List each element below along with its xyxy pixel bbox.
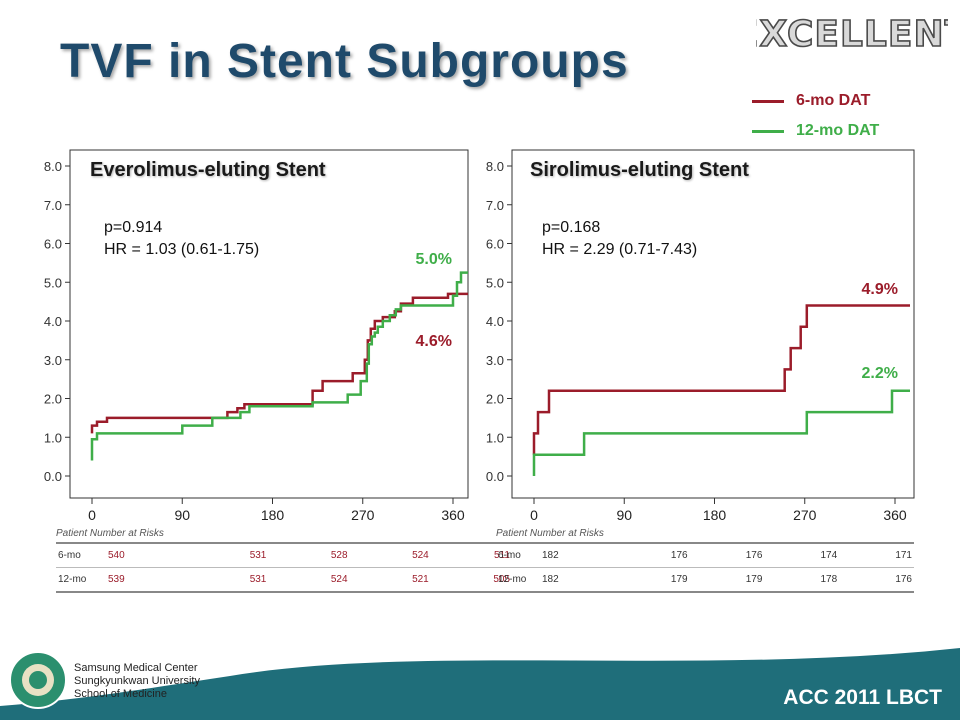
sirolimus-chart: 0.0 1.0 2.0 3.0 4.0 5.0 6.0 7.0 8.0 0 90 180 270 360 S… [462, 146, 932, 526]
university-seal [8, 650, 68, 710]
y-tick-label: 8.0 [44, 159, 62, 174]
y-tick-label: 5.0 [44, 275, 62, 290]
risk-label: 12-mo [498, 574, 527, 585]
x-tick-label: 360 [441, 507, 465, 523]
risk-row-6mo: 6-mo 540 531 528 524 511 [56, 543, 512, 568]
risk-cell: 531 [187, 543, 269, 568]
risk-label: 6-mo [56, 543, 106, 568]
risk-cell: 179 [745, 574, 763, 585]
series-line-12mo [532, 389, 910, 476]
legend-swatch-6mo [752, 99, 784, 103]
legend-swatch-12mo [752, 129, 784, 133]
stat-annotation: HR = 2.29 (0.71-7.43) [542, 241, 697, 258]
footer-wave [0, 636, 960, 706]
x-tick-label: 0 [88, 507, 96, 523]
risk-cell: 182 [542, 574, 559, 585]
y-tick-label: 7.0 [44, 198, 62, 213]
y-tick-label: 1.0 [486, 430, 504, 445]
risk-table-sirolimus: Patient Number at Risks 6-mo 182 176 176… [496, 528, 914, 593]
y-tick-label: 2.0 [44, 392, 62, 407]
risk-cell: 531 [249, 574, 267, 585]
everolimus-chart: 0.0 1.0 2.0 3.0 4.0 5.0 6.0 7.0 8.0 0 90 180 270 360 E… [20, 146, 490, 526]
y-tick-label: 3.0 [486, 353, 504, 368]
risk-cell: 524 [330, 574, 348, 585]
institution-line: Sungkyunkwan University [74, 675, 200, 687]
legend-label-12mo: 12-mo DAT [796, 122, 880, 139]
risk-label: 12-mo [58, 574, 87, 585]
excellent-logo: EXCELLENT [733, 6, 960, 58]
x-tick-label: 0 [530, 507, 538, 523]
risk-cell: 176 [689, 543, 765, 568]
risk-cell: 528 [268, 543, 350, 568]
y-tick-label: 3.0 [44, 353, 62, 368]
risk-cell: 176 [895, 574, 912, 585]
chart-title: Everolimus-eluting Stent [90, 159, 326, 181]
plot-frame [511, 149, 915, 499]
end-value-label: 2.2% [862, 365, 898, 382]
legend-item-12mo: 12-mo DAT [752, 116, 879, 146]
risk-caption: Patient Number at Risks [496, 528, 604, 539]
risk-caption: Patient Number at Risks [56, 528, 164, 539]
x-tick-label: 270 [351, 507, 375, 523]
plot-frame [69, 149, 469, 499]
risk-cell: 176 [614, 543, 690, 568]
chart-legend: 6-mo DAT 12-mo DAT [752, 86, 879, 146]
y-tick-label: 4.0 [486, 314, 504, 329]
risk-cell: 539 [108, 574, 125, 585]
y-tick-label: 1.0 [44, 430, 62, 445]
x-tick-label: 90 [616, 507, 632, 523]
risk-cell: 524 [349, 543, 431, 568]
y-tick-label: 2.0 [486, 392, 504, 407]
risk-cell: 174 [764, 543, 840, 568]
institution-line: Samsung Medical Center [74, 662, 198, 674]
risk-row-12mo: 12-mo 182 179 179 178 176 [496, 568, 914, 593]
end-value-label: 4.9% [862, 281, 898, 298]
x-tick-label: 270 [793, 507, 817, 523]
x-tick-label: 360 [883, 507, 907, 523]
risk-label: 6-mo [496, 543, 540, 568]
risk-table-everolimus: Patient Number at Risks 6-mo 540 531 528… [56, 528, 512, 593]
stat-annotation: p=0.168 [542, 219, 600, 236]
x-tick-label: 180 [703, 507, 727, 523]
legend-label-6mo: 6-mo DAT [796, 92, 871, 109]
y-tick-label: 6.0 [486, 237, 504, 252]
risk-cell: 171 [839, 543, 914, 568]
risk-row-12mo: 12-mo 539 531 524 521 505 [56, 568, 512, 593]
page-title: TVF in Stent Subgroups [60, 35, 629, 88]
everolimus-chart-svg: 0.0 1.0 2.0 3.0 4.0 5.0 6.0 7.0 8.0 0 90 180 270 360 E… [44, 149, 469, 523]
x-tick-label: 90 [174, 507, 190, 523]
stat-annotation: p=0.914 [104, 219, 162, 236]
sirolimus-chart-svg: 0.0 1.0 2.0 3.0 4.0 5.0 6.0 7.0 8.0 0 90 180 270 360 S… [486, 149, 915, 523]
risk-cell: 540 [106, 543, 188, 568]
risk-cell: 521 [412, 574, 429, 585]
y-tick-label: 0.0 [44, 469, 62, 484]
y-tick-label: 5.0 [486, 275, 504, 290]
conference-label: ACC 2011 LBCT [783, 686, 942, 709]
series-line-12mo [90, 271, 468, 461]
legend-item-6mo: 6-mo DAT [752, 86, 879, 116]
y-tick-label: 0.0 [486, 469, 504, 484]
end-value-label: 5.0% [416, 251, 452, 268]
series-line-6mo [532, 304, 910, 455]
chart-title: Sirolimus-eluting Stent [530, 159, 749, 181]
risk-cell: 182 [540, 543, 615, 568]
x-tick-label: 180 [261, 507, 285, 523]
y-tick-label: 8.0 [486, 159, 504, 174]
y-tick-label: 4.0 [44, 314, 62, 329]
stat-annotation: HR = 1.03 (0.61-1.75) [104, 241, 259, 258]
institution-line: School of Medicine [74, 688, 167, 700]
risk-cell: 505 [493, 574, 510, 585]
institution-block: Samsung Medical Center Sungkyunkwan Univ… [74, 662, 200, 701]
y-tick-label: 7.0 [486, 198, 504, 213]
y-tick-label: 6.0 [44, 237, 62, 252]
end-value-label: 4.6% [416, 333, 452, 350]
risk-cell: 179 [670, 574, 688, 585]
logo-text: EXCELLENT [756, 14, 948, 55]
footer-band [0, 636, 960, 720]
risk-cell: 178 [820, 574, 838, 585]
risk-row-6mo: 6-mo 182 176 176 174 171 [496, 543, 914, 568]
